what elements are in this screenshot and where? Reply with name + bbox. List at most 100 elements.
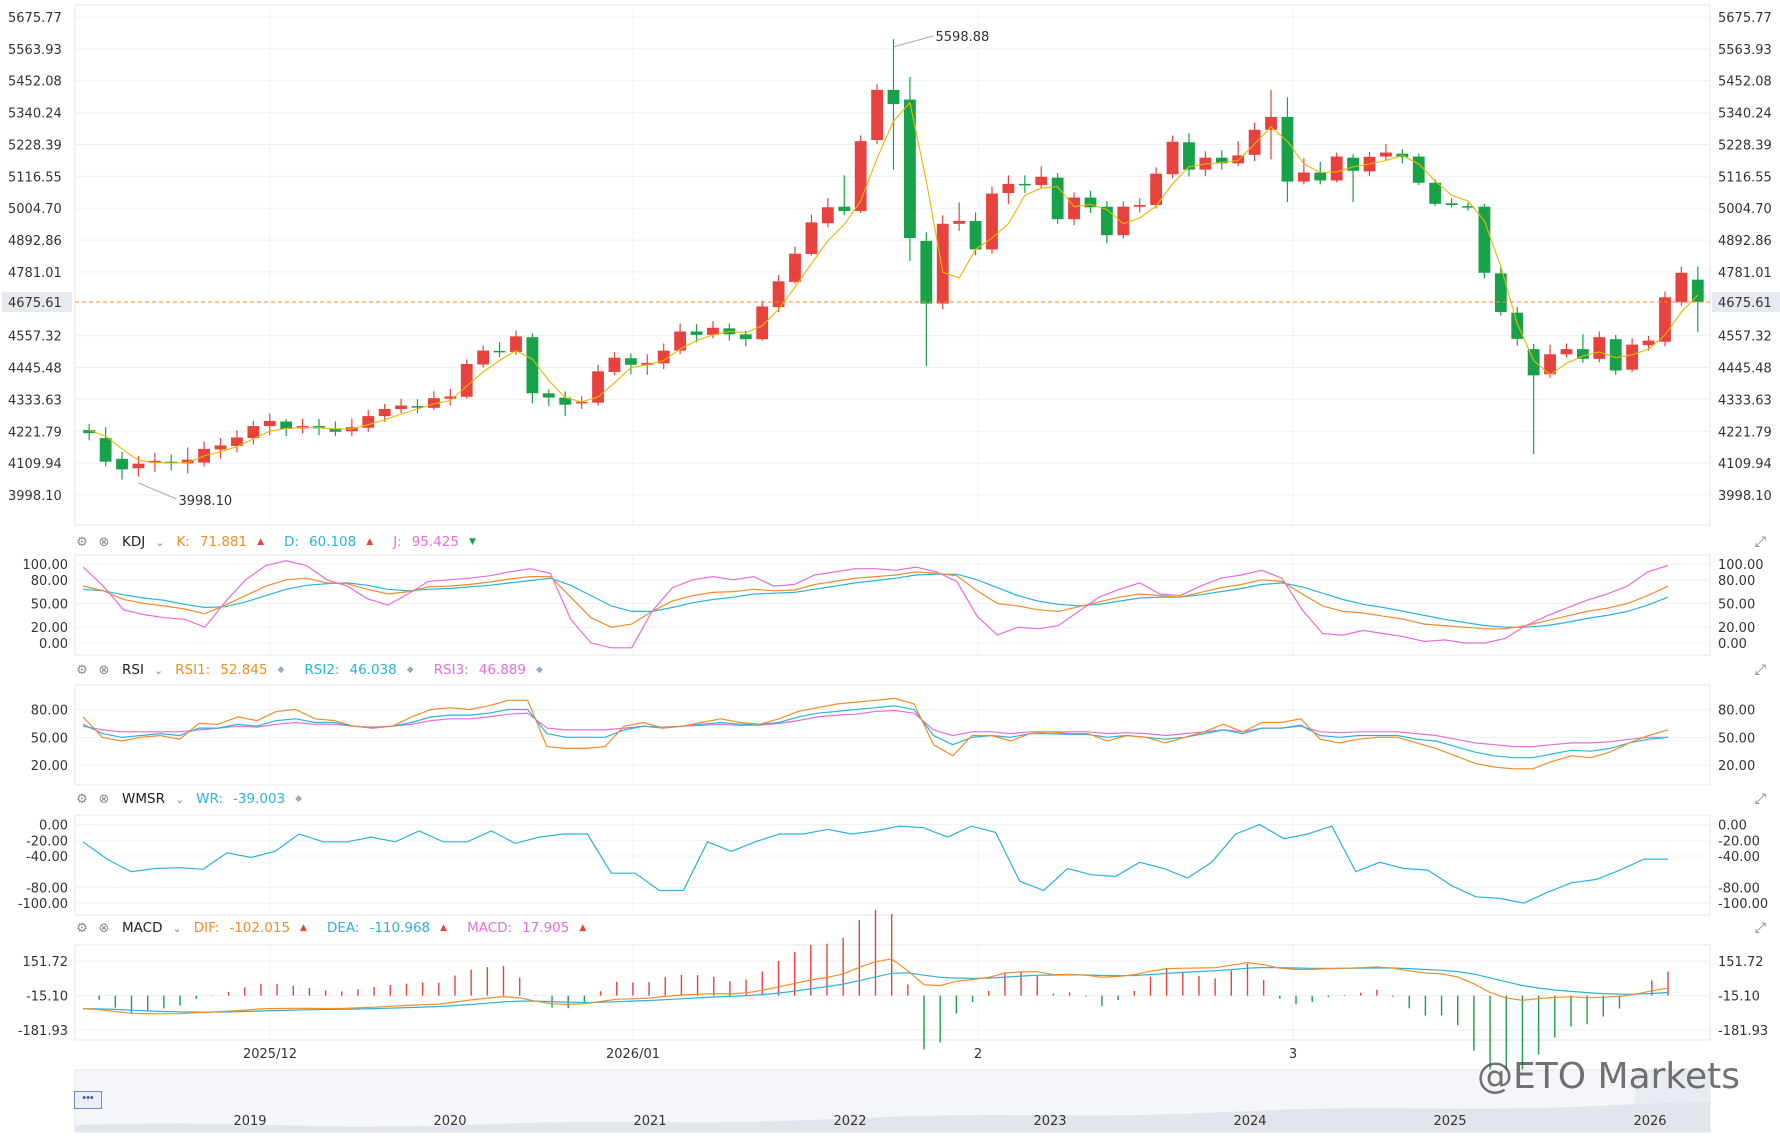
rsi-header: ⚙ ⊗ RSI ⌄ RSI1: 52.845 ◆ RSI2: 46.038 ◆ … [74, 660, 557, 680]
close-icon[interactable]: ⊗ [98, 534, 110, 550]
candle-body [904, 99, 916, 239]
chevron-down-icon[interactable]: ⌄ [155, 535, 165, 549]
candle-body [1117, 206, 1130, 236]
candle-body [181, 459, 194, 464]
expand-icon[interactable]: ⤢ [1754, 533, 1766, 549]
diamond-icon: ◆ [277, 665, 285, 675]
price-tick-label-right: 4221.79 [1718, 425, 1772, 440]
wmsr-name: WMSR [122, 791, 165, 807]
candle-body [1314, 172, 1327, 181]
close-icon[interactable]: ⊗ [98, 920, 110, 936]
price-tick-label-left: 4445.48 [8, 362, 62, 377]
expand-icon[interactable]: ⤢ [1754, 790, 1766, 806]
candle-body [969, 220, 982, 250]
candle-body [920, 240, 933, 304]
wmsr-tick-label-left: -20.00 [26, 834, 68, 849]
rsi2-value: 46.038 [349, 662, 397, 678]
price-tick-label-right: 5228.39 [1718, 138, 1772, 153]
candle-body [657, 350, 670, 364]
price-tick-label-right: 4333.63 [1718, 393, 1772, 408]
candle-body [132, 463, 145, 469]
candle-body [936, 223, 949, 304]
wmsr-tick-label-right: -100.00 [1718, 897, 1768, 912]
chevron-down-icon[interactable]: ⌄ [153, 663, 164, 677]
high-annotation-label: 5598.88 [936, 30, 990, 45]
wmsr-header: ⚙ ⊗ WMSR ⌄ WR: -39.003 ◆ [74, 789, 316, 809]
candle-body [1626, 344, 1639, 370]
kdj-j-line [82, 560, 1669, 649]
kdj-d-line [82, 573, 1669, 628]
navigator-year-label: 2023 [1033, 1114, 1066, 1129]
candle-body [953, 220, 966, 224]
macd-tick-label-left: -181.93 [18, 1024, 68, 1039]
watermark: @ETO Markets [1476, 1056, 1740, 1097]
price-tick-label-right: 5452.08 [1718, 75, 1772, 90]
gear-icon[interactable]: ⚙ [76, 920, 88, 936]
price-tick-label-left: 5004.70 [8, 202, 62, 217]
candle-body [1576, 349, 1589, 359]
candle-body [280, 421, 293, 429]
candle-body [1691, 279, 1704, 302]
low-annotation-label: 3998.10 [178, 494, 232, 509]
candle-body [690, 331, 703, 335]
rsi-tick-label-right: 20.00 [1718, 759, 1755, 774]
rsi-name: RSI [122, 662, 144, 678]
wmsr-tick-label-right: -20.00 [1718, 834, 1760, 849]
chevron-down-icon[interactable]: ⌄ [174, 792, 185, 806]
navigator-year-label: 2019 [233, 1114, 266, 1129]
navigator-year-label: 2024 [1233, 1114, 1266, 1129]
candle-body [444, 396, 457, 399]
close-icon[interactable]: ⊗ [98, 662, 110, 678]
price-tick-label-left: 3998.10 [8, 489, 62, 504]
candle-body [1002, 183, 1015, 194]
kdj-d-value: 60.108 [308, 534, 357, 550]
current-price-tag-right [1712, 291, 1780, 312]
candle-body [1232, 155, 1245, 164]
kdj-name: KDJ [122, 534, 146, 550]
expand-icon[interactable]: ⤢ [1754, 661, 1766, 677]
candle-body [460, 363, 473, 397]
candle-body [575, 401, 588, 404]
price-tick-label-right: 5675.77 [1718, 11, 1772, 26]
panel-frame-rsi [74, 684, 1711, 786]
wmsr-tick-label-left: 0.00 [39, 819, 68, 834]
candle-body [1494, 273, 1507, 313]
candle-body [329, 428, 342, 432]
candle-body [116, 458, 128, 470]
wmsr-tick-label-right: -80.00 [1718, 881, 1760, 896]
gear-icon[interactable]: ⚙ [76, 662, 88, 678]
candle-body [263, 420, 276, 427]
candle-body [427, 398, 440, 408]
candle-body [477, 350, 490, 365]
rsi1-label: RSI1: [175, 662, 211, 678]
candle-body [1183, 142, 1195, 170]
candle-body [1527, 349, 1540, 376]
candle-body [1429, 182, 1442, 204]
close-icon[interactable]: ⊗ [98, 791, 110, 807]
kdj-d-label: D: [284, 534, 299, 550]
current-price-label-right: 4675.61 [1718, 296, 1772, 311]
wr-line [82, 823, 1668, 904]
candle-body [1281, 116, 1294, 182]
price-tick-label-right: 4557.32 [1718, 330, 1772, 345]
kdj-tick-label-right: 0.00 [1718, 637, 1747, 652]
candle-body [707, 327, 719, 335]
macd-tick-label-right: 151.72 [1718, 955, 1764, 970]
chevron-down-icon[interactable]: ⌄ [172, 921, 182, 935]
macd-name: MACD [122, 920, 163, 936]
kdj-tick-label-left: 100.00 [23, 558, 69, 573]
candle-body [313, 426, 325, 429]
candle-body [1084, 197, 1097, 208]
wr-label: WR: [196, 791, 224, 807]
panel-frame-wmsr [74, 814, 1711, 916]
candle-body [526, 337, 539, 394]
navigator-area [75, 1101, 1710, 1132]
wr-value: -39.003 [233, 791, 286, 807]
navigator-menu-button[interactable]: ••• [74, 1091, 102, 1109]
gear-icon[interactable]: ⚙ [76, 534, 88, 550]
candle-body [559, 397, 572, 405]
rsi3-label: RSI3: [433, 662, 469, 678]
expand-icon[interactable]: ⤢ [1754, 919, 1766, 935]
gear-icon[interactable]: ⚙ [76, 791, 88, 807]
